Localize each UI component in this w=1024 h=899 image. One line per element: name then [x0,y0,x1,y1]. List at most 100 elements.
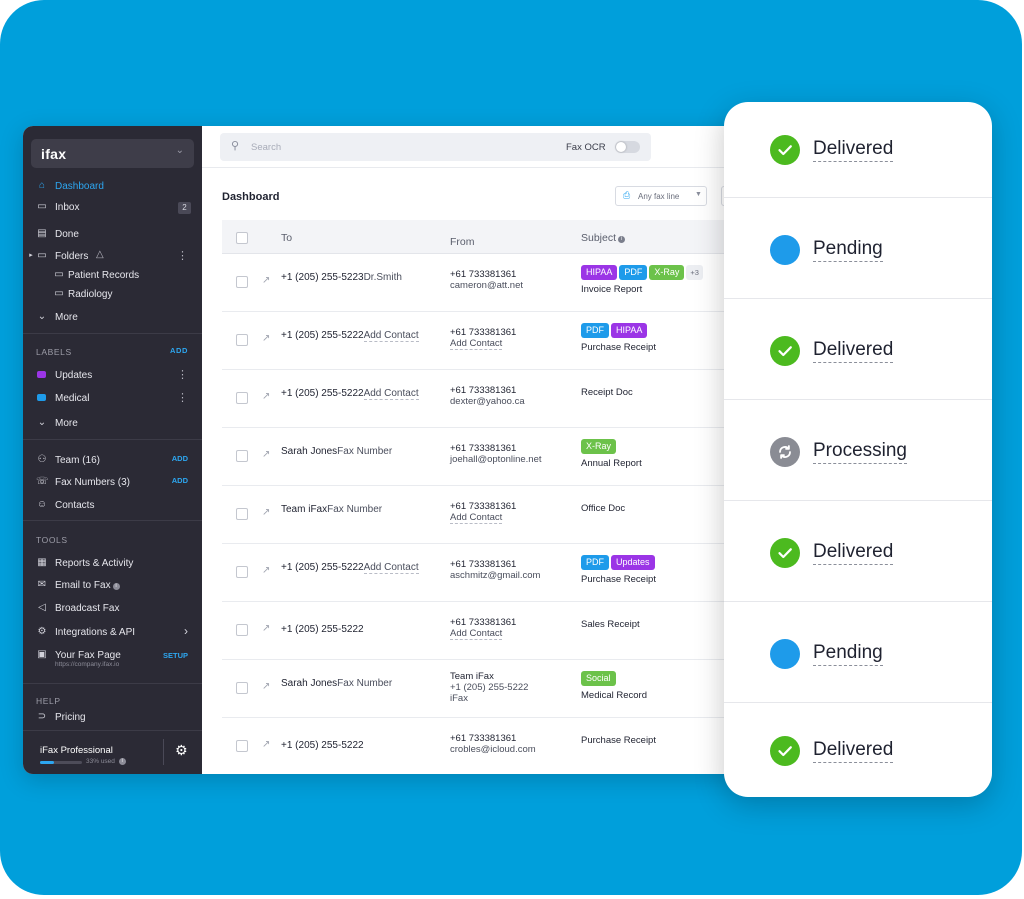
recipient-cell: +1 (205) 255-5222Add Contact [281,558,419,574]
sidebar-item-reports[interactable]: ▦ Reports & Activity [23,555,202,573]
add-fax-number-button[interactable]: ADD [171,476,188,485]
more-vertical-icon[interactable]: ⋮ [177,250,188,262]
sender-primary: +61 733381361 [450,269,517,280]
sidebar-item-integrations[interactable]: ⚙ Integrations & API › [23,624,202,642]
sidebar-item-fax-page[interactable]: ▣ Your Fax Page https://company.ifax.io … [23,647,202,673]
more-vertical-icon[interactable]: ⋮ [177,392,188,404]
table-row[interactable]: ↗ +1 (205) 255-5222Add Contact +61 7333813… [222,370,783,428]
row-checkbox[interactable] [236,682,248,694]
sidebar-label-medical[interactable]: Medical ⋮ [23,390,202,408]
subject-cell: Receipt Doc [581,387,633,398]
row-checkbox[interactable] [236,334,248,346]
table-row[interactable]: ↗ Sarah JonesFax Number +61 733381361 joeha… [222,428,783,486]
column-header-from[interactable]: From [450,236,475,248]
sidebar-label-updates[interactable]: Updates ⋮ [23,367,202,385]
row-checkbox[interactable] [236,740,248,752]
tag-list: X-Ray [581,439,642,455]
label-tag[interactable]: PDF [581,555,609,570]
sidebar-item-label: Broadcast Fax [55,603,120,614]
sidebar-item-label: Medical [55,393,90,404]
recipient-primary: Team iFax [281,504,328,515]
sidebar-item-label: Fax Numbers (3) [55,477,131,488]
row-checkbox[interactable] [236,276,248,288]
table-row[interactable]: ↗ +1 (205) 255-5222Add Contact +61 7333813… [222,312,783,370]
account-switcher[interactable]: ifax ⌄ [31,139,194,168]
sidebar-labels-more[interactable]: ⌄ More [23,415,202,433]
more-tags-badge[interactable]: +3 [686,265,703,280]
sidebar-item-done[interactable]: ▤ Done [23,226,202,244]
recipient-secondary[interactable]: Add Contact [363,562,419,574]
row-checkbox[interactable] [236,624,248,636]
tag-list: PDF Updates [581,555,657,571]
email-icon: ✉ [37,579,47,590]
sidebar-item-patient-records[interactable]: ▭ Patient Records [23,267,202,285]
sidebar-item-team[interactable]: ⚇ Team (16) ADD [23,452,202,470]
add-label-button[interactable]: ADD [170,346,189,355]
sender-secondary[interactable]: Add Contact [450,628,503,640]
recipient-secondary: Dr.Smith [363,272,402,283]
sidebar-item-more[interactable]: ⌄ More [23,309,202,327]
tag-list: PDF HIPAA [581,323,656,339]
sender-secondary[interactable]: Add Contact [450,338,503,350]
sidebar-item-broadcast-fax[interactable]: ◁ Broadcast Fax [23,600,202,618]
sidebar-item-label: Pricing [55,712,86,723]
sidebar-item-email-to-fax[interactable]: ✉ Email to Fax i [23,577,202,595]
add-team-button[interactable]: ADD [171,454,188,463]
sidebar-item-fax-numbers[interactable]: ☏ Fax Numbers (3) ADD [23,474,202,492]
label-tag[interactable]: X-Ray [649,265,685,280]
row-checkbox[interactable] [236,508,248,520]
column-header-to[interactable]: To [281,232,293,244]
sender-secondary[interactable]: Add Contact [450,512,503,524]
outgoing-arrow-icon: ↗ [262,623,271,634]
sidebar-item-label: Reports & Activity [55,558,134,569]
sender-secondary: crobles@icloud.com [450,744,536,755]
row-checkbox[interactable] [236,392,248,404]
label-tag[interactable]: PDF [619,265,648,280]
label-tag[interactable]: Updates [611,555,655,570]
subject-cell: Sales Receipt [581,619,640,630]
search-input[interactable] [251,139,451,155]
recipient-primary: +1 (205) 255-5222 [281,388,364,399]
label-tag[interactable]: X-Ray [581,439,617,454]
status-label: Delivered [813,739,894,763]
table-row[interactable]: ↗ +1 (205) 255-5222 +61 733381361 crobles@i… [222,718,783,774]
label-tag[interactable]: HIPAA [611,323,648,338]
sender-primary: +61 733381361 [450,559,517,570]
table-row[interactable]: ↗ +1 (205) 255-5222 +61 733381361 Add Conta… [222,602,783,660]
more-vertical-icon[interactable]: ⋮ [177,369,188,381]
table-row[interactable]: ↗ Team iFaxFax Number +61 733381361 Add Con… [222,486,783,544]
label-tag[interactable]: Social [581,671,616,686]
label-tag[interactable]: PDF [581,323,609,338]
gear-icon[interactable]: ⚙ [175,742,188,758]
sidebar-item-folders[interactable]: ▸ ▭ Folders △ ⋮ [23,248,202,266]
recipient-secondary[interactable]: Add Contact [363,330,419,342]
sidebar-item-radiology[interactable]: ▭ Radiology [23,286,202,304]
recipient-secondary: Fax Number [327,504,383,515]
row-checkbox[interactable] [236,450,248,462]
select-all-checkbox[interactable] [236,232,248,244]
outgoing-arrow-icon: ↗ [262,449,271,460]
sidebar-item-contacts[interactable]: ☺ Contacts [23,497,202,515]
sidebar-item-inbox[interactable]: ▭ Inbox 2 [23,199,202,217]
sidebar-item-dashboard[interactable]: ⌂ Dashboard [23,178,202,196]
folder-icon: ▭ [37,250,47,261]
column-header-subject[interactable]: Subject i [581,232,626,244]
table-row[interactable]: ↗ +1 (205) 255-5223Dr.Smith +61 733381361 c… [222,254,783,312]
recipient-primary: Sarah Jones [281,446,338,457]
table-row[interactable]: ↗ +1 (205) 255-5222Add Contact +61 7333813… [222,544,783,602]
table-row[interactable]: ↗ Sarah JonesFax Number Team iFax +1 (205) … [222,660,783,718]
sidebar-item-pricing[interactable]: ⊃ Pricing [23,709,202,727]
fax-ocr-toggle[interactable] [615,141,640,153]
sender-primary: Team iFax [450,671,494,682]
folder-icon: ▭ [54,288,64,299]
status-row: Processing [724,400,992,501]
broadcast-icon: ◁ [38,602,46,613]
recipient-secondary: Fax Number [337,678,393,689]
row-checkbox[interactable] [236,566,248,578]
label-tag[interactable]: HIPAA [581,265,618,280]
divider [23,683,202,684]
recipient-secondary[interactable]: Add Contact [363,388,419,400]
divider [23,333,202,334]
setup-button[interactable]: SETUP [162,651,188,660]
fax-line-filter[interactable]: ⎙ Any fax line ▼ [615,186,707,206]
